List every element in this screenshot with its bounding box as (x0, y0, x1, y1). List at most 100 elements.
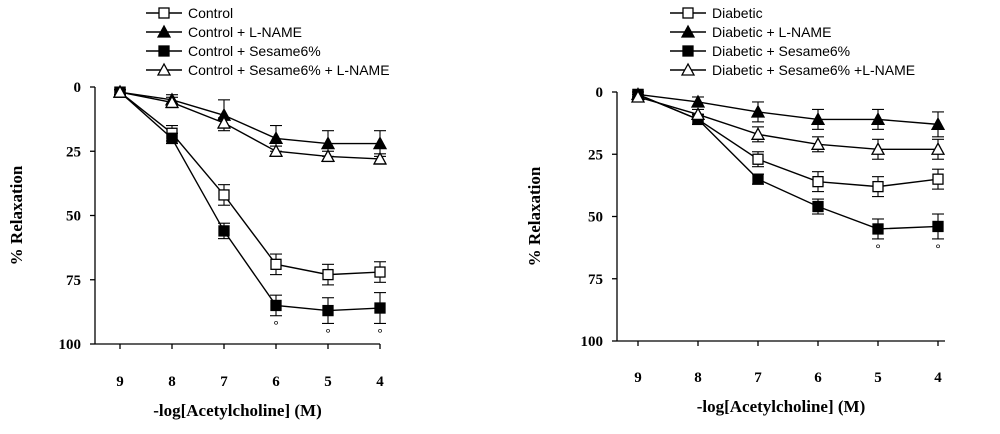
legend-marker (680, 24, 696, 38)
x-tick-label: 8 (168, 374, 176, 390)
data-point (752, 173, 764, 185)
data-point (164, 95, 180, 109)
data-point (322, 304, 334, 317)
series-3 (114, 86, 386, 324)
data-point (750, 104, 766, 118)
legend-label: Diabetic (712, 5, 763, 21)
legend-item: Control + Sesame6% (146, 43, 321, 59)
data-point (872, 223, 884, 235)
data-point (870, 141, 886, 155)
data-point (320, 149, 336, 163)
y-tick-label: 25 (66, 144, 81, 160)
series-line (637, 96, 938, 150)
chart-1: 0 25 50 75 100 9 8 7 6 5 4 -log[Acetylcholine] (M)%… (7, 5, 390, 420)
x-axis-title: -log[Acetylcholine] (M) (153, 401, 322, 420)
data-point (374, 266, 386, 278)
data-point (930, 117, 946, 131)
data-point (810, 136, 826, 150)
series-line (637, 93, 939, 188)
y-tick-label: 50 (588, 210, 603, 226)
legend-item: Diabetic + Sesame6% (670, 43, 850, 59)
y-tick-label: 75 (66, 273, 81, 289)
y-axis-title: % Relaxation (525, 166, 544, 266)
data-point (870, 112, 886, 126)
series-line (119, 91, 380, 145)
x-tick-label: 6 (272, 374, 280, 390)
y-axis-title: % Relaxation (7, 165, 26, 265)
y-tick-label: 100 (59, 337, 82, 353)
data-point (218, 189, 230, 201)
legend-marker (682, 7, 694, 19)
x-axis-title: -log[Acetylcholine] (M) (697, 397, 866, 416)
x-tick-label: 9 (634, 370, 642, 386)
legend-marker (156, 24, 172, 38)
legend-marker (158, 7, 170, 19)
series-2 (630, 87, 946, 138)
y-tick-label: 0 (74, 80, 82, 96)
data-point (930, 141, 946, 155)
x-tick-label: 4 (934, 370, 942, 386)
x-tick-label: 6 (814, 370, 822, 386)
data-point (218, 225, 230, 237)
series-line (119, 91, 381, 160)
x-tick-label: 7 (220, 374, 228, 390)
data-point (270, 299, 282, 312)
data-point (750, 126, 766, 140)
legend-label: Control + L-NAME (188, 24, 302, 40)
series-1 (632, 88, 944, 198)
x-tick-label: 4 (376, 374, 384, 390)
data-point (812, 175, 824, 188)
y-tick-label: 0 (596, 85, 604, 101)
data-point (268, 143, 284, 157)
legend-marker (680, 62, 696, 76)
significance-mark: ° (377, 325, 383, 341)
data-point (690, 107, 706, 121)
data-point (322, 268, 334, 281)
data-point (932, 220, 944, 233)
series-1 (114, 86, 386, 286)
series-line (119, 91, 381, 312)
legend-label: Diabetic + L-NAME (712, 24, 831, 40)
data-point (268, 131, 284, 145)
series-line (637, 93, 939, 126)
x-tick-label: 9 (116, 374, 124, 390)
legend-label: Control + Sesame6% + L-NAME (188, 62, 390, 78)
legend-label: Control + Sesame6% (188, 43, 321, 59)
legend-label: Diabetic + Sesame6% +L-NAME (712, 62, 915, 78)
legend-label: Control (188, 5, 233, 21)
data-point (374, 302, 386, 314)
data-point (812, 200, 824, 213)
data-point (372, 151, 388, 165)
significance-mark: ° (273, 318, 279, 334)
chart-2: 0 25 50 75 100 9 8 7 6 5 4 -log[Acetylcholine] (M)%… (525, 5, 946, 416)
series-4 (112, 84, 388, 165)
x-tick-label: 7 (754, 370, 762, 386)
x-tick-label: 5 (874, 370, 882, 386)
legend-item: Diabetic + Sesame6% +L-NAME (670, 62, 915, 78)
data-point (690, 94, 706, 108)
series-3 (632, 88, 944, 240)
data-point (320, 136, 336, 150)
series-line (637, 93, 939, 230)
y-tick-label: 25 (588, 147, 603, 163)
legend-item: Control + L-NAME (146, 24, 302, 40)
series-line (119, 91, 381, 276)
legend-item: Control (146, 5, 233, 21)
series-2 (112, 84, 388, 157)
y-tick-label: 75 (588, 272, 603, 288)
significance-mark: ° (875, 241, 881, 257)
legend-marker (158, 45, 170, 57)
significance-mark: ° (935, 241, 941, 257)
x-tick-label: 8 (694, 370, 702, 386)
legend-label: Diabetic + Sesame6% (712, 43, 850, 59)
data-point (372, 136, 388, 150)
y-tick-label: 50 (66, 209, 81, 225)
data-point (166, 132, 178, 145)
y-tick-label: 100 (581, 334, 604, 350)
data-point (932, 173, 944, 185)
legend-marker (682, 45, 694, 57)
data-point (112, 84, 128, 98)
legend-marker (156, 62, 172, 76)
significance-mark: ° (325, 325, 331, 341)
